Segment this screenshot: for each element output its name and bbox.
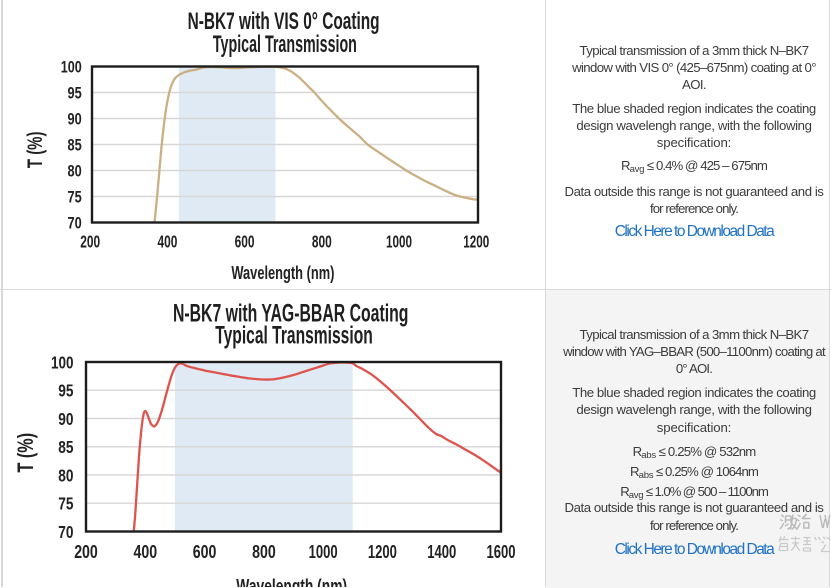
svg-text:100: 100 bbox=[61, 58, 82, 76]
svg-text:400: 400 bbox=[134, 541, 158, 562]
svg-text:600: 600 bbox=[193, 541, 217, 562]
svg-text:Wavelength (nm): Wavelength (nm) bbox=[236, 576, 347, 587]
svg-text:T (%): T (%) bbox=[24, 132, 47, 169]
svg-text:100: 100 bbox=[51, 352, 74, 372]
svg-text:90: 90 bbox=[68, 110, 82, 128]
svg-text:80: 80 bbox=[58, 465, 73, 485]
svg-text:70: 70 bbox=[68, 214, 82, 232]
svg-text:N-BK7 with VIS 0° Coating: N-BK7 with VIS 0° Coating bbox=[188, 8, 380, 35]
svg-text:80: 80 bbox=[68, 162, 82, 180]
svg-text:Wavelength (nm): Wavelength (nm) bbox=[231, 262, 334, 283]
svg-text:N-BK7 with YAG-BBAR Coating: N-BK7 with YAG-BBAR Coating bbox=[173, 300, 409, 328]
svg-text:200: 200 bbox=[74, 541, 98, 562]
svg-text:95: 95 bbox=[58, 381, 73, 401]
svg-text:1200: 1200 bbox=[463, 232, 489, 252]
svg-text:90: 90 bbox=[58, 409, 73, 429]
svg-text:600: 600 bbox=[235, 232, 255, 252]
svg-text:70: 70 bbox=[58, 522, 73, 542]
svg-text:200: 200 bbox=[80, 232, 100, 252]
svg-text:85: 85 bbox=[68, 136, 82, 154]
svg-text:1000: 1000 bbox=[309, 541, 338, 562]
svg-text:1600: 1600 bbox=[487, 541, 516, 562]
svg-text:1400: 1400 bbox=[427, 541, 456, 562]
svg-text:400: 400 bbox=[157, 232, 177, 252]
svg-text:800: 800 bbox=[252, 541, 276, 562]
svg-text:800: 800 bbox=[312, 232, 332, 252]
svg-text:75: 75 bbox=[58, 494, 73, 514]
svg-text:95: 95 bbox=[68, 84, 82, 102]
svg-text:Typical Transmission: Typical Transmission bbox=[213, 31, 357, 58]
svg-text:1200: 1200 bbox=[368, 541, 397, 562]
svg-text:T (%): T (%) bbox=[13, 433, 38, 473]
svg-text:75: 75 bbox=[68, 188, 82, 206]
svg-text:Typical Transmission: Typical Transmission bbox=[215, 322, 373, 350]
svg-text:85: 85 bbox=[58, 437, 73, 457]
svg-text:1000: 1000 bbox=[386, 232, 412, 252]
